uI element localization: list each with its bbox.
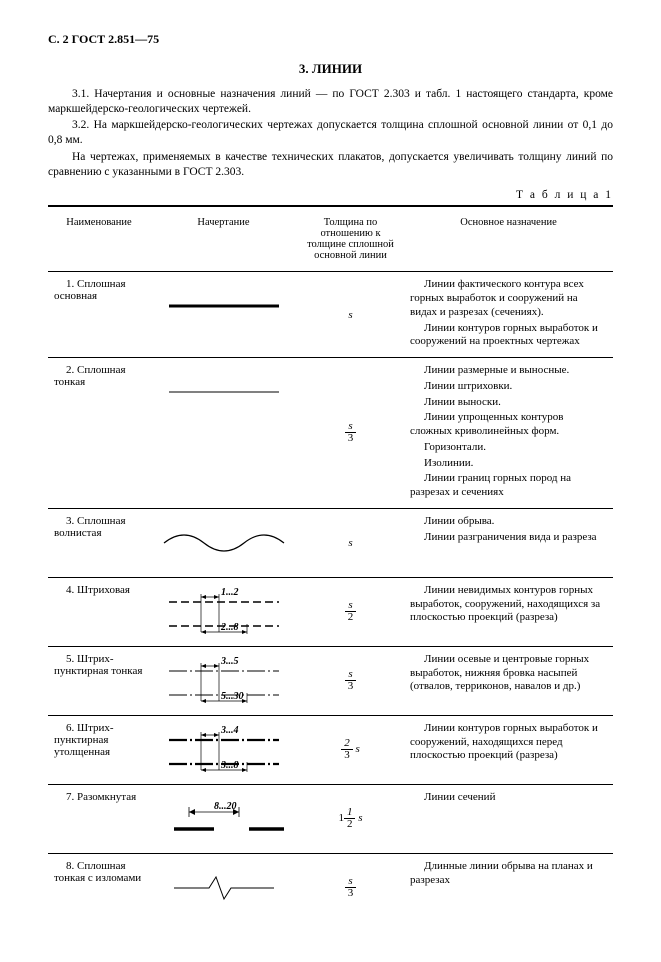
row-name: 5. Штрих-пунктирная тонкая (48, 646, 150, 715)
row-desc: Линии контуров горных выработок и сооруж… (404, 715, 613, 784)
para-note: На чертежах, применяемых в качестве техн… (48, 150, 613, 179)
col-name: Наименование (48, 206, 150, 272)
row-thickness: s2 (297, 577, 404, 646)
row-name: 2. Сплошная тонкая (48, 358, 150, 509)
table-label: Т а б л и ц а 1 (48, 189, 613, 201)
row-thickness: s3 (297, 853, 404, 922)
row-desc: Линии размерные и выносные.Линии штрихов… (404, 358, 613, 509)
row-name: 8. Сплошная тонкая с изломами (48, 853, 150, 922)
section-title: 3. ЛИНИИ (48, 61, 613, 77)
para-3-1: 3.1. Начертания и основные назначения ли… (48, 87, 613, 116)
row-thickness: 112 s (297, 784, 404, 853)
lines-table: Наименование Начертание Толщина по отнош… (48, 205, 613, 922)
table-row: 3. Сплошная волнистая s Линии обрыва.Лин… (48, 508, 613, 577)
col-desc: Основное назначение (404, 206, 613, 272)
svg-text:3...4: 3...4 (220, 725, 239, 736)
col-thick: Толщина по отношению к толщине сплошной … (297, 206, 404, 272)
table-row: 8. Сплошная тонкая с изломами s3 Длинные… (48, 853, 613, 922)
row-name: 7. Разомкнутая (48, 784, 150, 853)
row-thickness: s3 (297, 358, 404, 509)
table-row: 6. Штрих-пунктирная утолщенная 3...43...… (48, 715, 613, 784)
row-name: 1. Сплошная основная (48, 272, 150, 358)
row-drawing (150, 272, 297, 358)
row-thickness: 23 s (297, 715, 404, 784)
row-desc: Линии невидимых контуров горных выработо… (404, 577, 613, 646)
row-desc: Линии сечений (404, 784, 613, 853)
row-drawing: 3...5 5...30 (150, 646, 297, 715)
col-draw: Начертание (150, 206, 297, 272)
row-desc: Линии фактического контура всех горных в… (404, 272, 613, 358)
table-row: 7. Разомкнутая 8...20 112 s Линии сечени… (48, 784, 613, 853)
page-header: С. 2 ГОСТ 2.851—75 (48, 32, 613, 47)
svg-text:2...8: 2...8 (220, 622, 239, 633)
para-3-2: 3.2. На маркшейдерско-геологических черт… (48, 118, 613, 147)
row-drawing: 3...4 3...8 (150, 715, 297, 784)
row-thickness: s (297, 272, 404, 358)
row-desc: Линии обрыва.Линии разграничения вида и … (404, 508, 613, 577)
svg-text:5...30: 5...30 (221, 691, 244, 702)
svg-text:1...2: 1...2 (221, 587, 239, 598)
row-name: 4. Штриховая (48, 577, 150, 646)
table-row: 5. Штрих-пунктирная тонкая 3...5 5...30 s… (48, 646, 613, 715)
row-thickness: s3 (297, 646, 404, 715)
row-drawing (150, 358, 297, 509)
table-row: 2. Сплошная тонкая s3 Линии размерные и … (48, 358, 613, 509)
row-drawing: 1...2 2...8 (150, 577, 297, 646)
row-drawing: 8...20 (150, 784, 297, 853)
row-drawing (150, 508, 297, 577)
table-row: 4. Штриховая 1...2 2...8 s2 Линии невидим… (48, 577, 613, 646)
row-desc: Длинные линии обрыва на планах и разреза… (404, 853, 613, 922)
row-name: 6. Штрих-пунктирная утолщенная (48, 715, 150, 784)
row-thickness: s (297, 508, 404, 577)
row-desc: Линии осевые и центровые горных выработо… (404, 646, 613, 715)
svg-text:3...8: 3...8 (220, 760, 239, 771)
svg-text:3...5: 3...5 (220, 656, 239, 667)
row-drawing (150, 853, 297, 922)
table-row: 1. Сплошная основная s Линии фактическог… (48, 272, 613, 358)
row-name: 3. Сплошная волнистая (48, 508, 150, 577)
